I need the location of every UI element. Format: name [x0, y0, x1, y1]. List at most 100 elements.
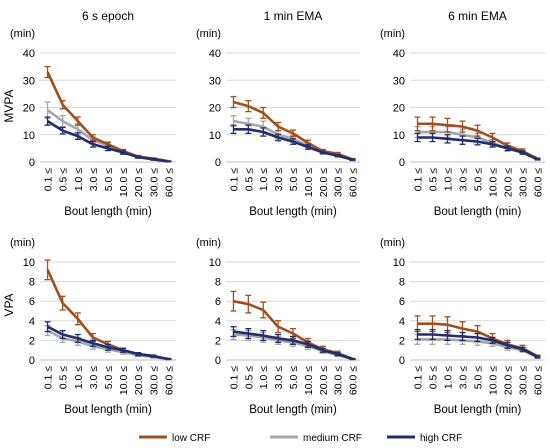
x-tick-label: 1.0 ≤ [443, 366, 455, 390]
x-tick-label: 3.0 ≤ [458, 168, 470, 192]
x-tick-label: 5.0 ≤ [288, 366, 300, 390]
series-high [44, 321, 172, 361]
x-tick-label: 0.1 ≤ [413, 366, 425, 390]
chart-title: 6 s epoch [82, 9, 134, 23]
x-axis-title: Bout length (min) [434, 206, 522, 218]
x-tick-label: 1.0 ≤ [258, 366, 270, 390]
x-axis-title: Bout length (min) [249, 404, 337, 416]
y-tick-label: 0 [29, 157, 35, 169]
x-axis-title: Bout length (min) [434, 404, 522, 416]
chart-panel-5: 0 2 4 6 8 10 (min) 0.1 ≤0.5 ≤1.0 ≤3.0 ≤5.0 ≤10.… [380, 237, 545, 416]
x-tick-label: 60.0 ≤ [163, 168, 175, 197]
series-high [44, 116, 172, 163]
y-tick-label: 10 [209, 257, 221, 269]
y-tick-label: 30 [209, 75, 221, 87]
x-tick-label: 1.0 ≤ [73, 366, 85, 390]
y-tick-label: 10 [23, 257, 35, 269]
y-tick-label: 2 [29, 335, 35, 347]
x-tick-label: 60.0 ≤ [163, 366, 175, 395]
series-line-high [417, 333, 539, 359]
x-tick-label: 30.0 ≤ [333, 168, 345, 197]
y-tick-label: 0 [215, 157, 221, 169]
x-tick-label: 10.0 ≤ [488, 168, 500, 197]
x-tick-label: 1.0 ≤ [73, 168, 85, 192]
chart-panel-4: 0 2 4 6 8 10 (min) 0.1 ≤0.5 ≤1.0 ≤3.0 ≤5.0 ≤10.… [196, 237, 360, 416]
y-tick-label: 8 [29, 277, 35, 289]
y-tick-label: 10 [209, 130, 221, 142]
y-tick-label: 30 [393, 75, 405, 87]
chart-panel-0: 0 10 20 30 40 (min) 6 s epoch 0.1 ≤0.5 ≤1.0 ≤3.… [10, 9, 176, 218]
x-tick-label: 0.1 ≤ [43, 366, 55, 390]
chart-panel-2: 0 10 20 30 40 (min) 6 min EMA 0.1 ≤0.5 ≤1.0 ≤3.… [380, 9, 545, 218]
x-tick-label: 0.5 ≤ [243, 366, 255, 390]
x-tick-label: 60.0 ≤ [348, 168, 360, 197]
x-tick-label: 5.0 ≤ [473, 366, 485, 390]
x-tick-label: 60.0 ≤ [533, 366, 545, 395]
series-line-low [417, 122, 539, 160]
x-tick-label: 10.0 ≤ [488, 366, 500, 395]
x-tick-label: 10.0 ≤ [118, 168, 130, 197]
y-tick-label: 20 [209, 103, 221, 115]
y-tick-label: 10 [23, 130, 35, 142]
unit-label: (min) [196, 28, 221, 40]
series-high [414, 132, 541, 161]
x-tick-label: 5.0 ≤ [103, 168, 115, 192]
x-tick-label: 1.0 ≤ [258, 168, 270, 192]
x-tick-label: 10.0 ≤ [303, 168, 315, 197]
y-tick-label: 20 [393, 103, 405, 115]
x-tick-label: 60.0 ≤ [533, 168, 545, 197]
series-line-high [47, 325, 169, 361]
y-tick-label: 6 [29, 296, 35, 308]
y-tick-label: 40 [209, 48, 221, 60]
series-line-high [417, 136, 539, 161]
x-tick-label: 30.0 ≤ [148, 366, 160, 395]
unit-label: (min) [10, 28, 35, 40]
x-tick-label: 0.1 ≤ [43, 168, 55, 192]
y-tick-label: 4 [215, 316, 221, 328]
x-tick-label: 60.0 ≤ [348, 366, 360, 395]
row-label-mvpa: MVPA [2, 89, 16, 122]
x-axis-title: Bout length (min) [64, 404, 152, 416]
x-tick-label: 30.0 ≤ [518, 366, 530, 395]
x-tick-label: 10.0 ≤ [118, 366, 130, 395]
x-tick-label: 3.0 ≤ [273, 366, 285, 390]
y-tick-label: 0 [399, 355, 405, 367]
y-tick-label: 10 [393, 257, 405, 269]
legend-label-high: high CRF [420, 433, 462, 444]
x-tick-label: 0.5 ≤ [243, 168, 255, 192]
x-tick-label: 30.0 ≤ [518, 168, 530, 197]
y-tick-label: 2 [399, 335, 405, 347]
series-line-high [46, 120, 169, 163]
series-line-high [233, 128, 353, 162]
x-tick-label: 3.0 ≤ [88, 366, 100, 390]
y-tick-label: 20 [23, 103, 35, 115]
x-tick-label: 0.1 ≤ [413, 168, 425, 192]
x-tick-label: 0.5 ≤ [58, 366, 70, 390]
y-tick-label: 10 [393, 130, 405, 142]
x-tick-label: 1.0 ≤ [443, 168, 455, 192]
x-tick-label: 20.0 ≤ [318, 168, 330, 197]
x-tick-label: 30.0 ≤ [148, 168, 160, 197]
series-line-high [233, 330, 354, 361]
y-tick-label: 6 [215, 296, 221, 308]
y-tick-label: 8 [215, 277, 221, 289]
x-tick-label: 5.0 ≤ [473, 168, 485, 192]
y-tick-label: 0 [29, 355, 35, 367]
x-axis-title: Bout length (min) [64, 206, 152, 218]
x-tick-label: 3.0 ≤ [88, 168, 100, 192]
x-tick-label: 20.0 ≤ [133, 366, 145, 395]
y-tick-label: 30 [23, 75, 35, 87]
y-tick-label: 4 [399, 316, 405, 328]
x-tick-label: 20.0 ≤ [133, 168, 145, 197]
legend-label-low: low CRF [172, 433, 210, 444]
x-tick-label: 3.0 ≤ [273, 168, 285, 192]
x-tick-label: 10.0 ≤ [303, 366, 315, 395]
x-tick-label: 30.0 ≤ [333, 366, 345, 395]
y-tick-label: 0 [399, 157, 405, 169]
x-tick-label: 0.5 ≤ [58, 168, 70, 192]
series-line-low [233, 100, 354, 161]
y-tick-label: 40 [23, 48, 35, 60]
y-tick-label: 4 [29, 316, 35, 328]
